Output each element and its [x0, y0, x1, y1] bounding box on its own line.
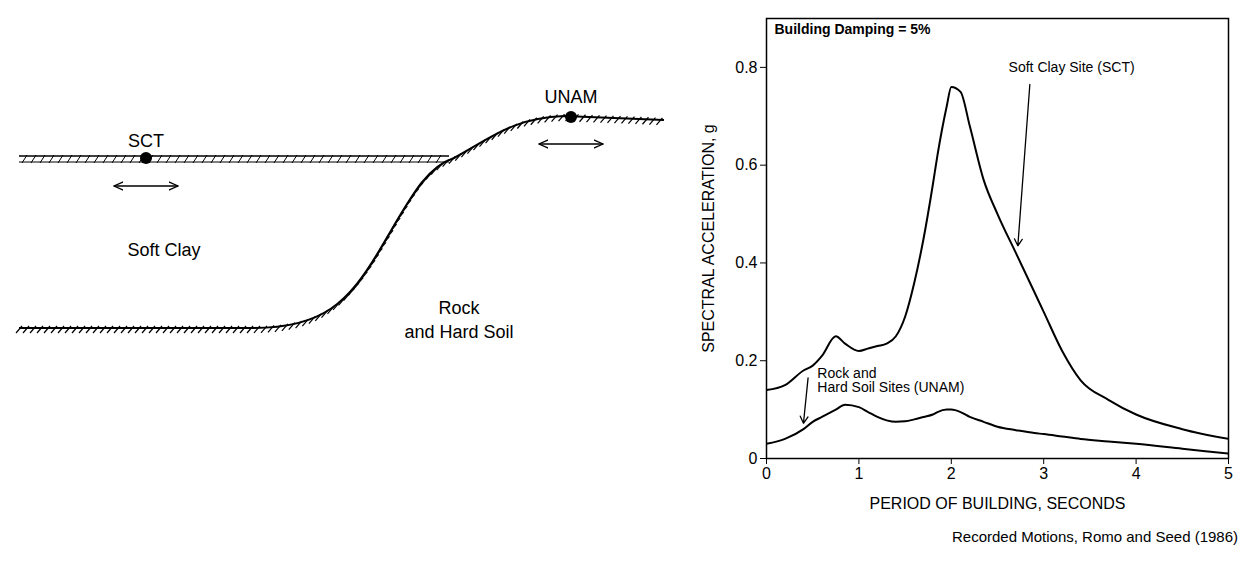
- svg-text:Building Damping = 5%: Building Damping = 5%: [775, 21, 932, 37]
- svg-text:0.8: 0.8: [735, 59, 757, 76]
- svg-text:Soft Clay: Soft Clay: [127, 240, 200, 260]
- svg-text:PERIOD OF BUILDING, SECONDS: PERIOD OF BUILDING, SECONDS: [869, 495, 1125, 512]
- svg-text:UNAM: UNAM: [545, 87, 598, 107]
- svg-text:5: 5: [1224, 465, 1233, 482]
- svg-text:0.6: 0.6: [735, 156, 757, 173]
- svg-text:and Hard Soil: and Hard Soil: [404, 322, 513, 342]
- svg-text:SCT: SCT: [128, 131, 164, 151]
- html-text:Recorded Motions, Romo and See: Recorded Motions, Romo and Seed (1986): [952, 528, 1238, 545]
- svg-text:4: 4: [1132, 465, 1141, 482]
- svg-text:0.2: 0.2: [735, 352, 757, 369]
- svg-text:1: 1: [854, 465, 863, 482]
- svg-text:0: 0: [762, 465, 771, 482]
- svg-text:Rock: Rock: [438, 298, 480, 318]
- svg-text:2: 2: [947, 465, 956, 482]
- svg-text:Soft Clay Site (SCT): Soft Clay Site (SCT): [1009, 59, 1135, 75]
- svg-text:Rock andHard Soil Sites (UNAM): Rock andHard Soil Sites (UNAM): [817, 365, 964, 395]
- svg-text:0.4: 0.4: [735, 254, 757, 271]
- svg-text:3: 3: [1039, 465, 1048, 482]
- svg-text:SPECTRAL ACCELERATION, g: SPECTRAL ACCELERATION, g: [700, 124, 717, 353]
- svg-text:0: 0: [749, 450, 758, 467]
